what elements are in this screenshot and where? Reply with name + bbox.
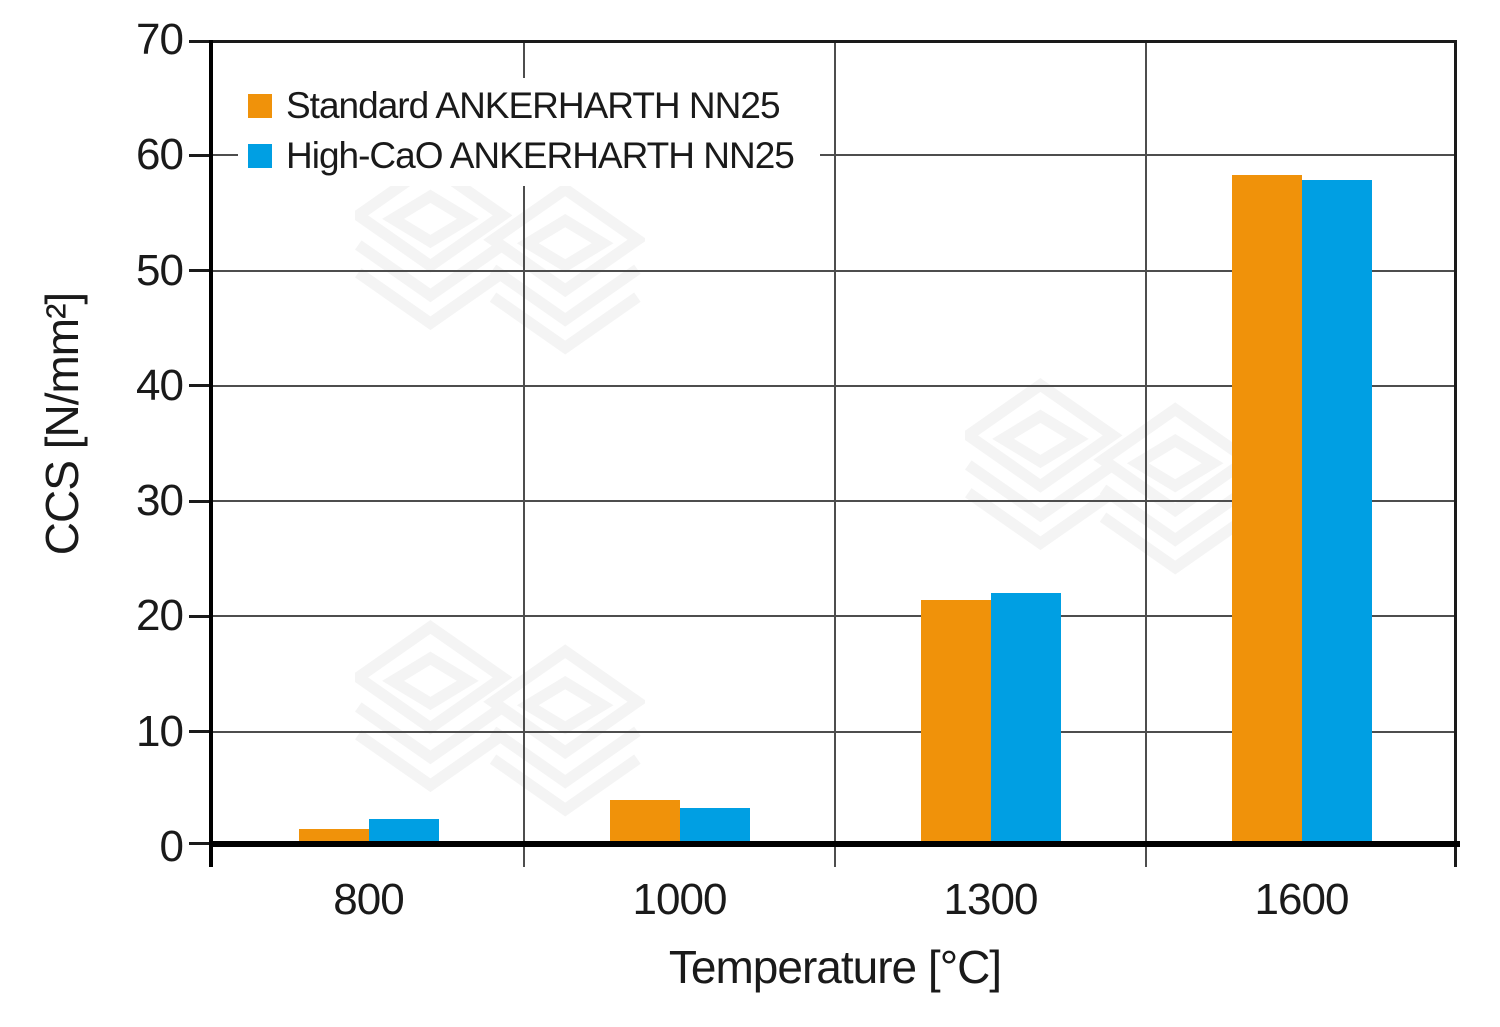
bar-high-cao-1300: [990, 593, 1061, 847]
legend-swatch-high-cao-icon: [248, 144, 272, 168]
gridline-horizontal: [193, 384, 1457, 387]
x-axis-line: [209, 841, 1460, 847]
bar-standard-1000: [609, 799, 680, 847]
y-tick-label: 40: [136, 360, 184, 410]
gridline-vertical: [1145, 40, 1147, 867]
watermark-chevron-pattern-icon: [965, 378, 1255, 578]
plot-frame-top: [193, 40, 1457, 43]
y-axis-tick: [189, 614, 209, 618]
y-axis-tick: [189, 269, 209, 273]
bar-high-cao-1000: [679, 807, 750, 847]
x-tick-label: 1600: [1254, 875, 1350, 924]
watermark-chevron-pattern-icon: [355, 620, 645, 820]
bar-standard-1600: [1231, 174, 1302, 847]
gridline-horizontal: [193, 615, 1457, 618]
bar-high-cao-1600: [1301, 179, 1372, 847]
gridline-horizontal: [193, 500, 1457, 503]
gridline-vertical: [834, 40, 836, 867]
y-axis-line: [209, 40, 213, 867]
plot-frame-right: [1454, 40, 1457, 867]
y-tick-label: 0: [159, 822, 184, 871]
y-tick-label: 70: [136, 15, 184, 64]
legend-item-standard: Standard ANKERHARTH NN25: [248, 86, 794, 126]
watermark-chevron-pattern-icon: [355, 158, 645, 358]
legend-label-standard: Standard ANKERHARTH NN25: [286, 85, 781, 126]
legend: Standard ANKERHARTH NN25 High-CaO ANKERH…: [238, 78, 820, 186]
gridline-horizontal: [193, 154, 1457, 157]
legend-label-high-cao: High-CaO ANKERHARTH NN25: [286, 135, 795, 176]
x-tick-label: 1300: [943, 875, 1039, 924]
y-tick-label: 30: [136, 476, 184, 526]
y-axis-tick: [189, 842, 209, 845]
y-tick-label: 20: [136, 591, 184, 641]
y-axis-tick: [189, 384, 209, 388]
y-tick-label: 50: [136, 245, 184, 295]
y-axis-tick: [189, 499, 209, 503]
x-tick-label: 800: [333, 875, 404, 924]
gridline-vertical: [523, 40, 525, 867]
y-axis-tick: [189, 730, 209, 734]
x-tick-label: 1000: [632, 875, 728, 924]
legend-item-high-cao: High-CaO ANKERHARTH NN25: [248, 135, 795, 176]
y-tick-label: 60: [136, 130, 184, 180]
bar-standard-1300: [920, 600, 991, 847]
gridline-horizontal: [193, 730, 1457, 733]
y-axis-tick: [189, 40, 209, 43]
legend-swatch-standard-icon: [248, 94, 272, 118]
x-axis-title: Temperature [°C]: [668, 941, 1002, 993]
gridline-horizontal: [193, 269, 1457, 272]
plot-area: 800 1000 1300 1600: [189, 40, 1460, 924]
y-axis-tick: [189, 153, 209, 157]
y-tick-label: 10: [136, 706, 184, 756]
